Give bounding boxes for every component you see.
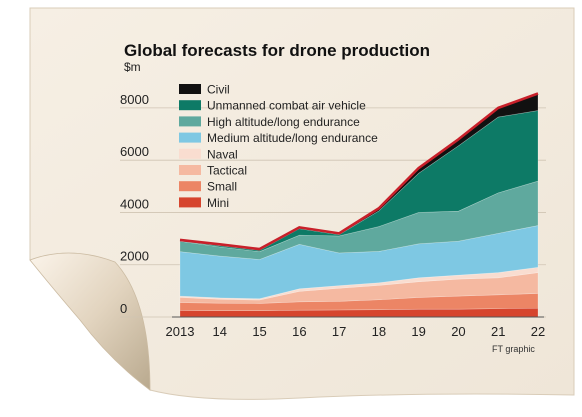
y-tick-label: 6000 bbox=[120, 144, 149, 159]
legend-swatch bbox=[179, 100, 201, 111]
legend-label: Mini bbox=[207, 196, 229, 210]
axis-layer: 0 2000 4000 6000 8000 2013 14 15 16 17 18 19 20 21 22 bbox=[120, 92, 545, 339]
legend-swatch bbox=[179, 84, 201, 94]
legend-label: Tactical bbox=[207, 164, 247, 178]
x-tick-label: 22 bbox=[531, 324, 545, 339]
page-curl bbox=[29, 252, 151, 391]
legend-swatch bbox=[179, 181, 201, 192]
y-tick-label: 2000 bbox=[120, 249, 149, 264]
legend: Civil Unmanned combat air vehicle High alt… bbox=[179, 83, 378, 210]
legend-label: Unmanned combat air vehicle bbox=[207, 99, 366, 113]
legend-swatch bbox=[179, 165, 201, 175]
legend-swatch bbox=[179, 132, 201, 143]
area-series-naval bbox=[179, 266, 539, 301]
legend-label: Naval bbox=[207, 147, 238, 161]
x-tick-label: 18 bbox=[372, 324, 386, 339]
x-tick-label: 17 bbox=[332, 324, 346, 339]
x-tick-label: 19 bbox=[411, 324, 425, 339]
y-tick-label: 0 bbox=[120, 301, 127, 316]
x-tick-label: 2013 bbox=[166, 324, 195, 339]
x-tick-label: 15 bbox=[252, 324, 266, 339]
legend-swatch bbox=[179, 148, 201, 159]
legend-swatch bbox=[179, 116, 201, 127]
x-tick-label: 21 bbox=[491, 324, 505, 339]
x-tick-label: 20 bbox=[451, 324, 465, 339]
legend-swatch bbox=[179, 197, 201, 208]
area-series-medium-altitude-long-endurance bbox=[179, 225, 539, 300]
legend-label: Civil bbox=[207, 83, 230, 97]
x-tick-label: 14 bbox=[213, 324, 227, 339]
total-outline-line bbox=[179, 92, 539, 251]
legend-label: Medium altitude/long endurance bbox=[207, 131, 378, 145]
y-tick-label: 4000 bbox=[120, 196, 149, 211]
y-axis-unit: $m bbox=[124, 60, 141, 74]
y-tick-label: 8000 bbox=[120, 92, 149, 107]
legend-label: High altitude/long endurance bbox=[207, 115, 360, 129]
legend-label: Small bbox=[207, 180, 237, 194]
chart-credit: FT graphic bbox=[492, 344, 535, 354]
area-layer bbox=[179, 92, 539, 318]
chart-title: Global forecasts for drone production bbox=[124, 41, 430, 60]
x-tick-label: 16 bbox=[292, 324, 306, 339]
